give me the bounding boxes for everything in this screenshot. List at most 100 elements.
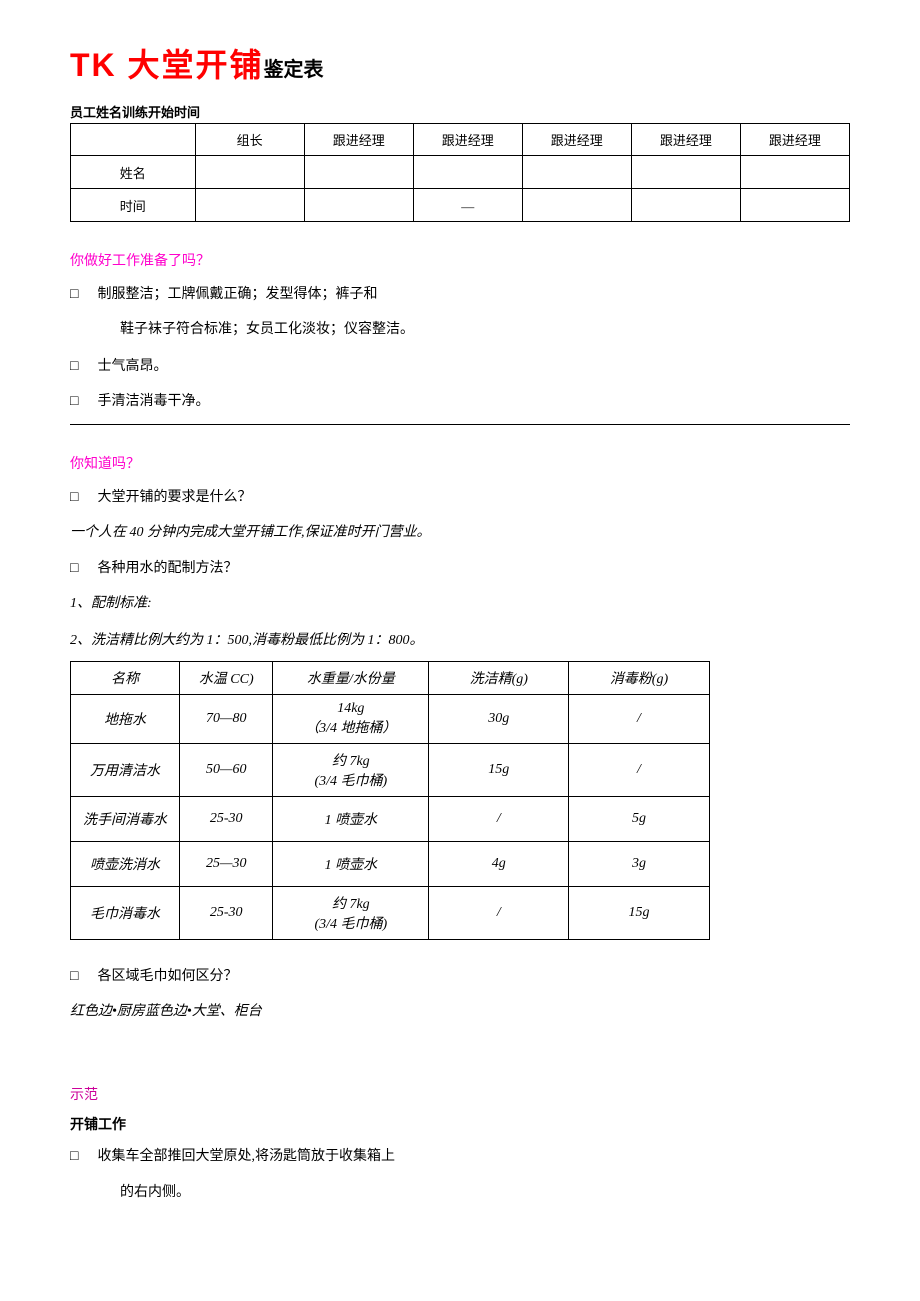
dt-col-2: 水重量/水份量 [273, 662, 429, 695]
data-table-cell: 14kg（3/4 地拖桶） [273, 695, 429, 744]
section2-q3: □ 各区域毛巾如何区分？ [70, 964, 850, 989]
section2-title: 你知道吗？ [70, 453, 850, 473]
cell-line: （3/4 地拖桶） [279, 717, 422, 737]
name-row-label: 姓名 [71, 156, 196, 189]
header-col-1: 组长 [195, 124, 304, 156]
time-cell-4[interactable] [522, 189, 631, 222]
header-table: 组长 跟进经理 跟进经理 跟进经理 跟进经理 跟进经理 姓名 时间 — [70, 123, 850, 222]
section1-item-3-text: 手清洁消毒干净。 [98, 394, 210, 409]
section2-q3-text: 各区域毛巾如何区分？ [98, 969, 238, 984]
data-table-cell: 约 7kg(3/4 毛巾桶) [273, 744, 429, 797]
data-table-cell: 约 7kg(3/4 毛巾桶) [273, 887, 429, 940]
header-table-time-row: 时间 — [71, 189, 850, 222]
header-col-2: 跟进经理 [304, 124, 413, 156]
data-table-cell: 喷壶洗消水 [71, 842, 180, 887]
data-table-cell: / [429, 797, 569, 842]
time-cell-5[interactable] [631, 189, 740, 222]
cell-line: (3/4 毛巾桶) [279, 913, 422, 933]
section3-item-1: □ 收集车全部推回大堂原处,将汤匙筒放于收集箱上 [70, 1144, 850, 1169]
name-cell-3[interactable] [413, 156, 522, 189]
header-col-5: 跟进经理 [631, 124, 740, 156]
data-table-cell: 25—30 [180, 842, 273, 887]
dt-col-1: 水温 CC) [180, 662, 273, 695]
cell-line: 约 7kg [279, 893, 422, 913]
header-col-3: 跟进经理 [413, 124, 522, 156]
data-table-cell: 25-30 [180, 797, 273, 842]
section2-q1-text: 大堂开铺的要求是什么？ [98, 490, 252, 505]
section2-a3: 红色边•厨房蓝色边•大堂、柜台 [70, 999, 850, 1024]
data-table-cell: 4g [429, 842, 569, 887]
checkbox-icon[interactable]: □ [70, 1144, 84, 1169]
data-table-cell: 15g [429, 744, 569, 797]
name-cell-4[interactable] [522, 156, 631, 189]
header-col-6: 跟进经理 [740, 124, 849, 156]
data-table-row: 洗手间消毒水25-301 喷壶水/5g [71, 797, 710, 842]
data-table-cell: / [569, 744, 709, 797]
data-table-cell: 洗手间消毒水 [71, 797, 180, 842]
data-table-cell: 25-30 [180, 887, 273, 940]
data-table-cell: 1 喷壶水 [273, 842, 429, 887]
dt-col-4: 消毒粉(g) [569, 662, 709, 695]
section3-title: 示范 [70, 1084, 850, 1104]
time-cell-1[interactable] [195, 189, 304, 222]
data-table-row: 地拖水70—8014kg（3/4 地拖桶）30g/ [71, 695, 710, 744]
data-table-cell: 30g [429, 695, 569, 744]
checkbox-icon[interactable]: □ [70, 354, 84, 379]
section2-note2: 2、洗洁精比例大约为 1：500,消毒粉最低比例为 1：800。 [70, 628, 850, 653]
section2-q1: □ 大堂开铺的要求是什么？ [70, 485, 850, 510]
cell-line: 14kg [279, 701, 422, 717]
name-cell-6[interactable] [740, 156, 849, 189]
data-table-cell: 地拖水 [71, 695, 180, 744]
dt-col-0: 名称 [71, 662, 180, 695]
cell-line: (3/4 毛巾桶) [279, 770, 422, 790]
section1-item-1-text: 制服整洁；工牌佩戴正确；发型得体；裤子和 [98, 287, 378, 302]
section2-q2-text: 各种用水的配制方法？ [98, 561, 238, 576]
checkbox-icon[interactable]: □ [70, 485, 84, 510]
section1-item-3: □ 手清洁消毒干净。 [70, 389, 850, 414]
data-table-row: 万用清洁水50—60约 7kg(3/4 毛巾桶)15g/ [71, 744, 710, 797]
section1-item-2: □ 士气高昂。 [70, 354, 850, 379]
section1-item-1-cont: 鞋子袜子符合标准；女员工化淡妆；仪容整洁。 [120, 317, 850, 344]
subtitle: 员工姓名训练开始时间 [70, 102, 850, 121]
data-table-cell: 15g [569, 887, 709, 940]
data-table-cell: 毛巾消毒水 [71, 887, 180, 940]
data-table-cell: / [569, 695, 709, 744]
section2-q2: □ 各种用水的配制方法？ [70, 556, 850, 581]
data-table-row: 毛巾消毒水25-30约 7kg(3/4 毛巾桶)/15g [71, 887, 710, 940]
divider [70, 424, 850, 425]
section3-subtitle: 开铺工作 [70, 1114, 850, 1134]
header-table-name-row: 姓名 [71, 156, 850, 189]
name-cell-1[interactable] [195, 156, 304, 189]
data-table-cell: 5g [569, 797, 709, 842]
header-col-0 [71, 124, 196, 156]
dash-text: — [461, 199, 474, 214]
data-table-cell: 3g [569, 842, 709, 887]
data-table-row: 喷壶洗消水25—301 喷壶水4g3g [71, 842, 710, 887]
time-cell-6[interactable] [740, 189, 849, 222]
checkbox-icon[interactable]: □ [70, 389, 84, 414]
section3-item-1-cont: 的右内侧。 [120, 1180, 850, 1207]
section1-title: 你做好工作准备了吗？ [70, 250, 850, 270]
time-cell-2[interactable] [304, 189, 413, 222]
data-table-header: 名称 水温 CC) 水重量/水份量 洗洁精(g) 消毒粉(g) [71, 662, 710, 695]
title-black: 鉴定表 [264, 59, 324, 81]
dt-col-3: 洗洁精(g) [429, 662, 569, 695]
section1-item-1: □ 制服整洁；工牌佩戴正确；发型得体；裤子和 [70, 282, 850, 307]
time-row-label: 时间 [71, 189, 196, 222]
header-table-header-row: 组长 跟进经理 跟进经理 跟进经理 跟进经理 跟进经理 [71, 124, 850, 156]
time-cell-3[interactable]: — [413, 189, 522, 222]
name-cell-2[interactable] [304, 156, 413, 189]
checkbox-icon[interactable]: □ [70, 556, 84, 581]
cell-line: 约 7kg [279, 750, 422, 770]
section2-a1: 一个人在 40 分钟内完成大堂开铺工作,保证准时开门营业。 [70, 520, 850, 545]
data-table-cell: 70—80 [180, 695, 273, 744]
checkbox-icon[interactable]: □ [70, 964, 84, 989]
data-table-cell: 1 喷壶水 [273, 797, 429, 842]
checkbox-icon[interactable]: □ [70, 282, 84, 307]
section2-note1: 1、配制标准: [70, 591, 850, 616]
data-table: 名称 水温 CC) 水重量/水份量 洗洁精(g) 消毒粉(g) 地拖水70—80… [70, 661, 710, 940]
section1-item-2-text: 士气高昂。 [98, 359, 168, 374]
data-table-cell: 50—60 [180, 744, 273, 797]
data-table-cell: 万用清洁水 [71, 744, 180, 797]
name-cell-5[interactable] [631, 156, 740, 189]
